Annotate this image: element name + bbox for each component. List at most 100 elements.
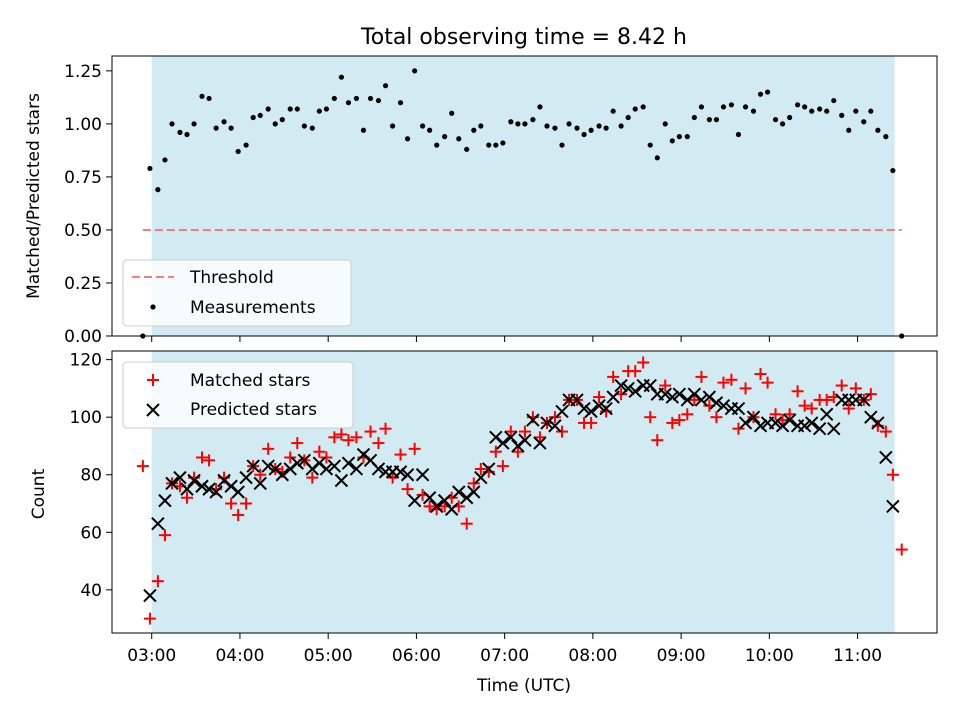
matched-star-point — [386, 471, 399, 484]
y-tick-label: 80 — [80, 466, 102, 486]
matched-star-point — [717, 376, 730, 389]
matched-star-point — [783, 408, 796, 421]
measurement-point — [427, 127, 433, 133]
measurement-point — [243, 142, 249, 148]
measurements-points — [140, 68, 905, 339]
x-tick-label: 04:00 — [215, 646, 264, 666]
matched-star-point — [842, 402, 855, 415]
matched-star-point — [232, 509, 245, 522]
matched-star-point — [556, 425, 568, 438]
matched-star-point — [254, 468, 267, 481]
matched-star-point — [196, 451, 208, 464]
y-tick-label: 0.75 — [64, 168, 102, 188]
measurement-point — [669, 138, 675, 144]
measurement-point — [794, 102, 801, 108]
x-tick-label: 05:00 — [304, 646, 353, 666]
matched-star-point — [761, 376, 774, 389]
predicted-star-point — [577, 401, 591, 416]
measurement-point — [250, 114, 256, 121]
predicted-star-point — [400, 468, 415, 482]
predicted-star-point — [482, 462, 496, 476]
chart-title: Total observing time = 8.42 h — [360, 25, 687, 50]
measurement-point — [757, 91, 764, 97]
matched-star-point — [467, 477, 480, 490]
matched-star-point — [710, 411, 723, 424]
matched-star-point — [695, 370, 708, 383]
threshold-legend-label: Threshold — [189, 268, 274, 288]
predicted-star-point — [143, 588, 157, 603]
matched-legend-label: Matched stars — [190, 371, 310, 391]
measurement-point — [265, 106, 271, 112]
predicted-star-point — [158, 493, 172, 508]
predicted-star-point — [672, 387, 687, 401]
predicted-star-point — [290, 456, 305, 470]
y-tick-label: 60 — [80, 523, 102, 543]
predicted-star-point — [467, 485, 481, 499]
predicted-star-point — [371, 462, 386, 476]
predicted-star-point — [327, 459, 342, 473]
predicted-star-point — [782, 413, 797, 427]
predicted-star-point — [518, 433, 532, 447]
predicted-star-point — [812, 421, 827, 436]
measurement-point — [654, 155, 660, 161]
measurement-point — [162, 157, 168, 163]
predicted-legend-label: Predicted stars — [190, 400, 317, 420]
measurement-point — [331, 95, 337, 102]
matched-star-point — [886, 468, 899, 481]
measurement-point — [206, 95, 212, 102]
x-tick-label: 03:00 — [127, 646, 176, 666]
predicted-star-point — [429, 499, 444, 514]
matched-star-point — [423, 500, 436, 513]
measurement-point — [839, 112, 845, 118]
top-legend-box — [122, 259, 352, 327]
matched-star-point — [725, 373, 738, 386]
x-axis-label: Time (UTC) — [476, 676, 571, 696]
predicted-star-point — [504, 430, 518, 445]
matched-star-point — [181, 491, 193, 504]
x-tick-label: 06:00 — [392, 646, 441, 666]
predicted-star-point — [879, 450, 893, 465]
measurements-legend-swatch — [150, 304, 156, 310]
matched-star-point — [659, 379, 672, 392]
measurement-point — [169, 121, 175, 127]
measurement-point — [764, 89, 771, 95]
x-tick-label: 11:00 — [833, 646, 882, 666]
matched-star-point — [306, 471, 319, 484]
x-tick-label: 10:00 — [745, 646, 794, 666]
predicted-star-point — [231, 485, 245, 499]
matched-star-point — [328, 431, 341, 444]
measurement-point — [875, 127, 881, 133]
y-tick-label: 1.00 — [64, 115, 102, 135]
measurement-point — [720, 104, 727, 110]
matched-star-point — [895, 543, 908, 556]
predicted-star-point — [195, 479, 209, 493]
top-panel: Total observing time = 8.42 h 0.000.250.… — [24, 25, 938, 347]
predicted-star-point — [548, 419, 562, 433]
measurement-point — [779, 121, 786, 127]
matched-star-point — [364, 425, 377, 438]
predicted-star-point — [151, 516, 165, 531]
matched-star-point — [769, 408, 782, 421]
predicted-star-point — [393, 465, 408, 479]
matched-star-point — [593, 391, 606, 404]
matched-star-point — [335, 428, 348, 441]
bottom-x-ticks: 03:00 04:00 05:00 06:00 07:00 08:00 09:00 10:00… — [127, 633, 882, 666]
matched-star-point — [732, 422, 745, 435]
top-y-axis-label: Matched/Predicted stars — [24, 93, 44, 299]
measurement-point — [853, 108, 859, 114]
matched-star-point — [629, 365, 642, 378]
measurement-point — [235, 148, 241, 155]
measurement-point — [515, 121, 521, 127]
predicted-star-point — [797, 419, 812, 433]
measurement-point — [662, 121, 668, 127]
predicted-star-point — [180, 482, 194, 496]
measurement-point — [647, 142, 653, 148]
matched-star-point — [342, 434, 355, 447]
measurement-point — [772, 117, 779, 123]
measurement-point — [625, 114, 631, 121]
measurement-point — [640, 104, 646, 110]
y-tick-label: 1.25 — [64, 62, 102, 82]
measurement-point — [588, 127, 594, 133]
matched-star-point — [533, 431, 546, 444]
measurement-point — [868, 108, 874, 114]
